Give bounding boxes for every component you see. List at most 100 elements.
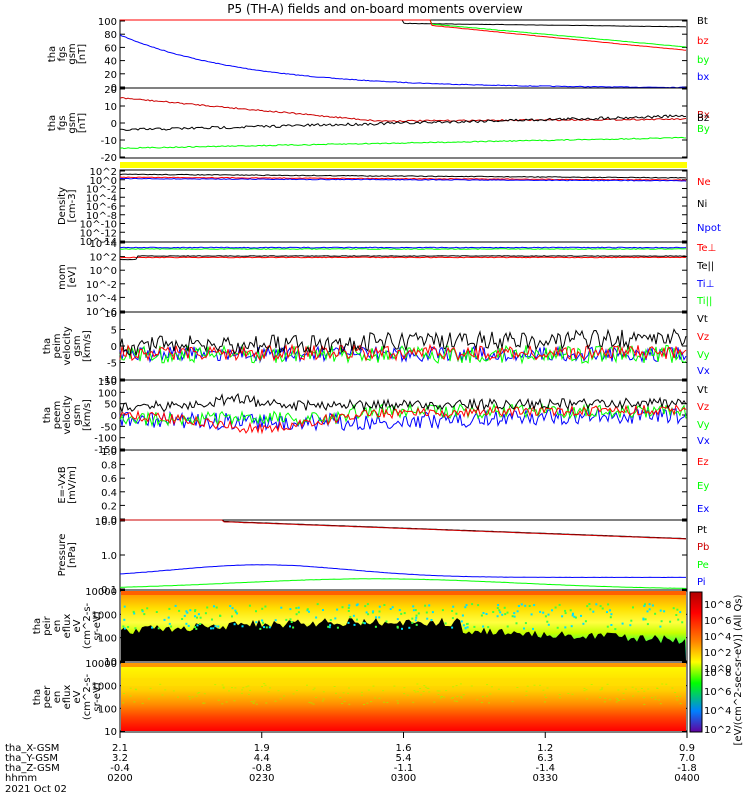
- heatmap-band: [121, 678, 686, 686]
- chart-title: P5 (TH-A) fields and on-board moments ov…: [227, 2, 523, 16]
- heatmap-speckle: [471, 603, 474, 606]
- heatmap-speckle: [415, 616, 418, 619]
- footer-row-label: hhmm: [5, 773, 37, 784]
- heatmap-speckle: [615, 698, 618, 699]
- heatmap-speckle: [528, 605, 531, 607]
- heatmap-speckle: [295, 607, 298, 610]
- heatmap-speckle: [363, 704, 365, 705]
- panel-ylabel: gsm: [67, 112, 78, 133]
- heatmap-speckle: [327, 625, 330, 628]
- heatmap-speckle: [589, 608, 592, 611]
- panel-ylabel: gsm: [72, 404, 83, 425]
- heatmap-speckle: [644, 618, 647, 621]
- heatmap-speckle: [525, 690, 528, 692]
- series-layer: [119, 19, 687, 89]
- footer-value: 6.3: [537, 753, 553, 764]
- heatmap-speckle: [242, 687, 245, 689]
- colorbar-tick: 10^4: [704, 632, 731, 643]
- heatmap-speckle: [543, 694, 546, 696]
- heatmap-speckle: [466, 626, 469, 629]
- heatmap-speckle: [614, 628, 617, 631]
- heatmap-speckle: [482, 612, 485, 614]
- heatmap-speckle: [391, 606, 394, 609]
- heatmap-speckle: [524, 604, 527, 607]
- heatmap-speckle: [347, 606, 350, 609]
- heatmap-speckle: [274, 700, 277, 702]
- heatmap-speckle: [489, 693, 492, 695]
- heatmap-speckle: [155, 611, 158, 613]
- heatmap-speckle: [185, 610, 188, 613]
- heatmap-speckle: [661, 683, 664, 685]
- heatmap-speckle: [129, 687, 132, 689]
- heatmap-speckle: [143, 613, 146, 616]
- heatmap-speckle: [640, 688, 643, 689]
- heatmap-speckle: [141, 610, 144, 613]
- heatmap-speckle: [465, 604, 468, 607]
- heatmap-speckle: [607, 603, 610, 606]
- heatmap-speckle: [177, 696, 179, 698]
- heatmap-speckle: [259, 627, 262, 630]
- heatmap-speckle: [181, 618, 184, 620]
- heatmap-speckle: [241, 689, 244, 691]
- heatmap-speckle: [408, 626, 411, 629]
- heatmap-speckle: [396, 618, 399, 621]
- heatmap-speckle: [356, 618, 358, 621]
- series-Npot: [119, 177, 687, 182]
- heatmap-speckle: [123, 627, 126, 630]
- heatmap-speckle: [564, 612, 567, 615]
- heatmap-speckle: [606, 625, 609, 628]
- heatmap-speckle: [197, 613, 200, 616]
- panel-ylabel: tha: [42, 338, 53, 354]
- heatmap-speckle: [215, 606, 218, 609]
- heatmap-speckle: [488, 702, 490, 704]
- panel-ylabel: tha: [42, 407, 53, 423]
- heatmap-speckle: [428, 604, 431, 607]
- heatmap-speckle: [629, 624, 632, 627]
- heatmap-speckle: [123, 605, 126, 608]
- heatmap-speckle: [289, 625, 291, 628]
- heatmap-speckle: [571, 614, 574, 617]
- heatmap-speckle: [674, 692, 677, 693]
- heatmap-speckle: [554, 606, 557, 609]
- series-Vx: [119, 407, 687, 432]
- heatmap-speckle: [364, 605, 367, 608]
- heatmap-speckle: [501, 613, 504, 616]
- footer-value: 1.6: [396, 743, 412, 754]
- ytick-label: 10^-2: [86, 185, 117, 196]
- heatmap-speckle: [342, 692, 345, 694]
- heatmap-speckle: [245, 686, 248, 688]
- heatmap-fill: [121, 663, 686, 731]
- heatmap-speckle: [651, 604, 654, 607]
- heatmap-speckle: [632, 606, 634, 609]
- panel-3: Density [cm-3]10^210^010^-210^-410^-610^-…: [57, 167, 721, 248]
- heatmap-speckle: [492, 611, 495, 613]
- heatmap-speckle: [631, 686, 634, 688]
- footer-value: 0200: [107, 773, 132, 784]
- heatmap-speckle: [452, 686, 455, 688]
- legend-Pi: Pi: [697, 577, 706, 588]
- ytick-label: 80: [104, 30, 117, 41]
- colorbar-layer: 10^810^610^410^210^010^810^610^410^2 [eV/…: [689, 591, 744, 745]
- footer-value: -1.4: [535, 763, 555, 774]
- ytick-label: 60: [104, 43, 117, 54]
- legend-Ti⊥: Ti⊥: [696, 279, 714, 290]
- heatmap-speckle: [255, 703, 258, 705]
- heatmap-speckle: [343, 700, 346, 702]
- heatmap-speckle: [312, 703, 315, 705]
- heatmap-speckle: [609, 616, 612, 619]
- heatmap-speckle: [592, 610, 595, 613]
- heatmap-speckle: [455, 685, 458, 687]
- heatmap-speckle: [206, 606, 209, 609]
- heatmap-speckle: [513, 615, 516, 618]
- heatmap-speckle: [149, 687, 152, 689]
- heatmap-speckle: [329, 624, 332, 627]
- heatmap-speckle: [219, 614, 222, 617]
- heatmap-speckle: [411, 617, 414, 620]
- heatmap-speckle: [433, 701, 436, 703]
- heatmap-speckle: [211, 618, 213, 621]
- heatmap-speckle: [574, 616, 577, 619]
- heatmap-speckle: [490, 686, 493, 688]
- heatmap-speckle: [172, 690, 175, 692]
- ytick-label: 10: [104, 102, 117, 113]
